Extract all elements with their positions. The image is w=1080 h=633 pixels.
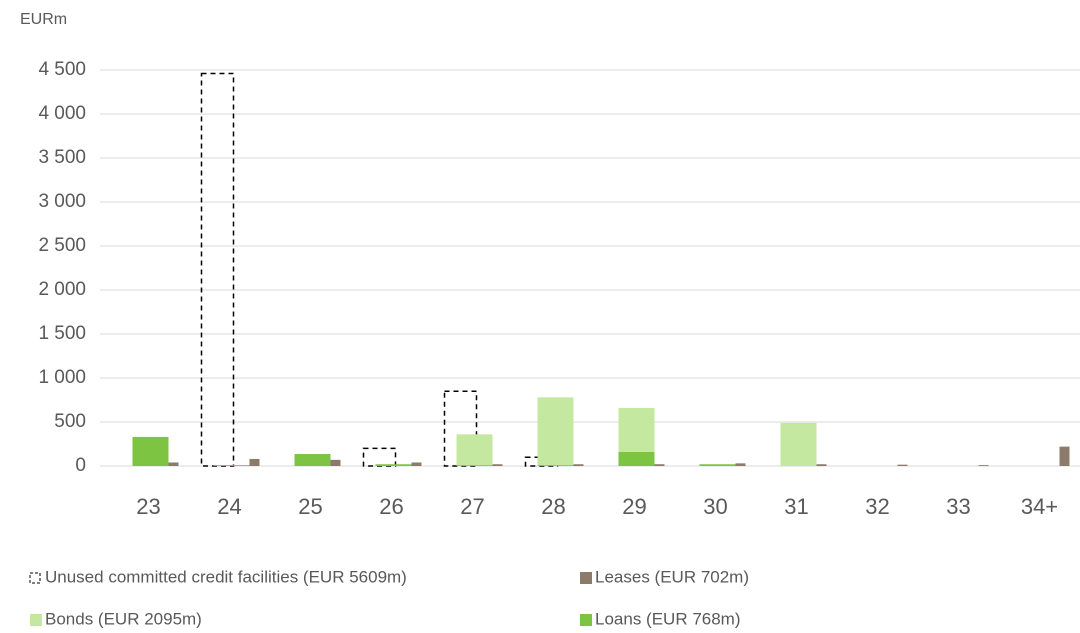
bar (654, 464, 665, 466)
legend-label: Leases (EUR 702m) (595, 567, 749, 586)
x-tick-label: 34+ (1021, 494, 1058, 519)
x-tick-label: 25 (298, 494, 322, 519)
legend-label: Bonds (EUR 2095m) (45, 609, 202, 628)
bar (132, 436, 169, 466)
bar (375, 464, 412, 466)
bar (200, 72, 235, 467)
y-tick-label: 0 (75, 455, 86, 476)
y-tick-label: 3 500 (38, 147, 86, 168)
bar (537, 465, 574, 466)
bar (618, 407, 655, 452)
bar (816, 464, 827, 466)
bar (735, 463, 746, 466)
x-tick-label: 26 (379, 494, 403, 519)
y-tick-label: 4 500 (38, 59, 86, 80)
x-tick-label: 29 (622, 494, 646, 519)
y-tick-label: 500 (54, 411, 86, 432)
bar (456, 465, 493, 466)
y-tick-label: 4 000 (38, 103, 86, 124)
legend-label: Loans (EUR 768m) (595, 609, 741, 628)
bar (978, 465, 989, 466)
y-tick-label: 3 000 (38, 191, 86, 212)
bar (294, 454, 331, 466)
legend-swatch (30, 614, 42, 626)
x-tick-label: 33 (946, 494, 970, 519)
y-tick-label: 1 000 (38, 367, 86, 388)
bar (456, 434, 493, 466)
bar (492, 464, 503, 466)
bar (618, 451, 655, 466)
bar (573, 464, 584, 466)
bar (249, 458, 260, 466)
bar (780, 422, 817, 466)
x-tick-label: 32 (865, 494, 889, 519)
bar (168, 462, 179, 466)
bar (213, 465, 250, 466)
x-tick-label: 28 (541, 494, 565, 519)
legend-swatch (580, 572, 592, 584)
bar (537, 397, 574, 466)
x-tick-label: 23 (136, 494, 160, 519)
bar (897, 464, 908, 466)
y-tick-label: 2 000 (38, 279, 86, 300)
bar (411, 462, 422, 466)
y-axis-label: EURm (20, 11, 67, 28)
x-tick-label: 24 (217, 494, 241, 519)
bar (330, 459, 341, 466)
y-tick-label: 2 500 (38, 235, 86, 256)
x-tick-label: 27 (460, 494, 484, 519)
bar (699, 464, 736, 466)
legend-swatch (580, 614, 592, 626)
legend-label: Unused committed credit facilities (EUR … (45, 567, 407, 586)
bar (1059, 446, 1070, 466)
x-tick-label: 30 (703, 494, 727, 519)
x-tick-label: 31 (784, 494, 808, 519)
bar (362, 447, 397, 467)
legend-swatch (29, 572, 41, 584)
y-tick-label: 1 500 (38, 323, 86, 344)
